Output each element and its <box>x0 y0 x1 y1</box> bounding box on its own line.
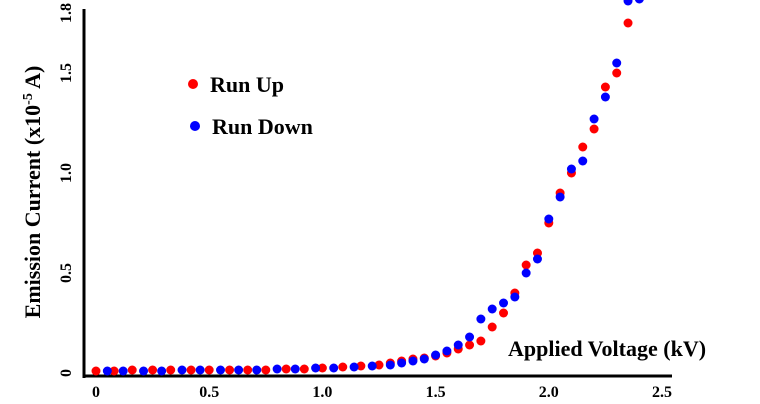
y-axis-title: Emission Current (x10-5 A) <box>20 66 45 319</box>
data-point-run-down <box>290 364 300 374</box>
data-point-run-down <box>453 340 463 350</box>
legend-marker-run-down <box>190 121 200 131</box>
data-point-run-down <box>442 346 452 356</box>
data-point-run-down <box>419 354 429 364</box>
data-point-run-up <box>243 365 253 375</box>
data-point-run-down <box>465 332 475 342</box>
data-point-run-down <box>600 92 610 102</box>
legend: Run Up Run Down <box>188 72 313 139</box>
x-tick-label: 1.0 <box>312 384 332 401</box>
data-point-run-down <box>367 361 377 371</box>
data-point-run-down <box>397 358 407 368</box>
data-point-run-down <box>195 365 205 375</box>
data-point-run-down <box>476 314 486 324</box>
data-point-run-down <box>566 164 576 174</box>
y-axis-title-exponent: -5 <box>21 93 36 105</box>
data-point-run-up <box>166 365 176 375</box>
data-point-run-up <box>281 364 291 374</box>
data-point-run-up <box>204 365 214 375</box>
data-point-run-up <box>487 322 497 332</box>
data-point-run-down <box>102 366 112 376</box>
data-point-run-up <box>356 361 366 371</box>
data-point-run-down <box>157 366 167 376</box>
data-point-run-up <box>91 366 101 376</box>
y-tick-labels: 0 0.5 1.0 1.5 1.8 <box>58 3 75 377</box>
data-point-run-down <box>431 350 441 360</box>
data-point-run-down <box>139 366 149 376</box>
data-point-run-up <box>148 365 158 375</box>
x-axis-title: Applied Voltage (kV) <box>508 336 706 361</box>
y-axis-title-main: Emission Current (x10 <box>20 105 45 319</box>
data-point-run-down <box>612 58 622 68</box>
x-tick-label: 0.5 <box>199 384 219 401</box>
data-point-run-up <box>127 365 137 375</box>
y-tick-label: 1.5 <box>58 63 75 83</box>
data-point-run-up <box>225 365 235 375</box>
data-point-run-down <box>216 365 226 375</box>
data-point-run-up <box>589 124 599 134</box>
data-point-run-down <box>177 365 187 375</box>
x-tick-label: 1.5 <box>426 384 446 401</box>
y-tick-label: 0 <box>58 369 75 377</box>
data-point-run-up <box>476 336 486 346</box>
data-point-run-down <box>311 363 321 373</box>
data-point-run-down <box>234 365 244 375</box>
data-point-run-down <box>623 0 633 6</box>
data-point-run-up <box>299 364 309 374</box>
data-point-run-down <box>544 214 554 224</box>
data-point-run-down <box>578 156 588 166</box>
data-point-run-down <box>385 360 395 370</box>
y-tick-label: 1.8 <box>58 3 75 23</box>
data-point-run-down <box>349 362 359 372</box>
data-point-run-up <box>374 360 384 370</box>
x-tick-label: 0 <box>92 384 100 401</box>
data-point-run-up <box>465 340 475 350</box>
data-point-run-up <box>521 260 531 270</box>
data-point-run-down <box>589 114 599 124</box>
data-point-run-down <box>252 365 262 375</box>
legend-label-run-up: Run Up <box>210 72 284 97</box>
data-point-run-up <box>499 308 509 318</box>
legend-marker-run-up <box>188 79 198 89</box>
data-point-run-down <box>329 363 339 373</box>
data-point-run-down <box>499 298 509 308</box>
data-point-run-down <box>510 292 520 302</box>
x-tick-label: 2.0 <box>539 384 559 401</box>
legend-label-run-down: Run Down <box>212 114 313 139</box>
data-point-run-down <box>634 0 644 4</box>
data-points <box>91 0 644 376</box>
data-point-run-up <box>186 365 196 375</box>
data-point-run-down <box>532 254 542 264</box>
data-point-run-down <box>118 366 128 376</box>
data-point-run-up <box>623 18 633 28</box>
data-point-run-up <box>578 142 588 152</box>
data-point-run-down <box>487 304 497 314</box>
x-tick-labels: 0 0.5 1.0 1.5 2.0 2.5 <box>92 384 672 401</box>
data-point-run-down <box>555 192 565 202</box>
data-point-run-up <box>109 366 119 376</box>
data-point-run-up <box>317 363 327 373</box>
data-point-run-down <box>408 356 418 366</box>
data-point-run-down <box>272 364 282 374</box>
data-point-run-up <box>600 82 610 92</box>
y-axis-title-unit: A) <box>20 66 45 94</box>
y-tick-label: 1.0 <box>58 163 75 183</box>
y-tick-label: 0.5 <box>58 263 75 283</box>
x-tick-label: 2.5 <box>652 384 672 401</box>
data-point-run-up <box>612 68 622 78</box>
data-point-run-down <box>521 268 531 278</box>
data-point-run-up <box>261 365 271 375</box>
data-point-run-up <box>338 362 348 372</box>
